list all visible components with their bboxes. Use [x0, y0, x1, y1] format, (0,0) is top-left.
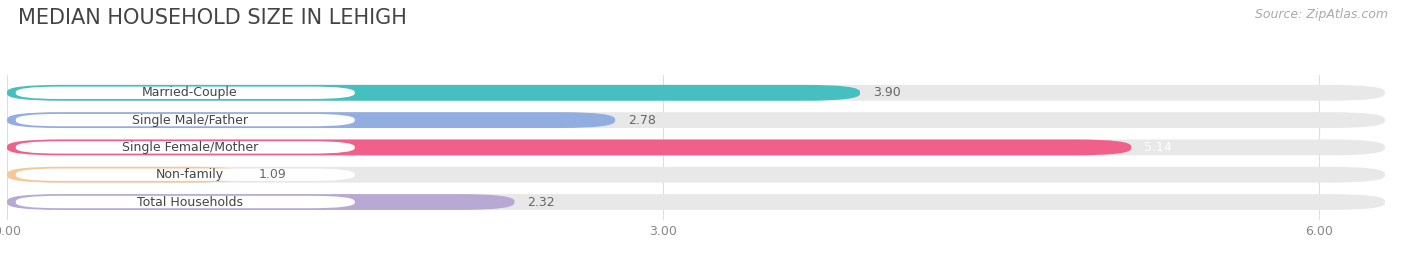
FancyBboxPatch shape — [15, 114, 354, 126]
Text: Total Households: Total Households — [136, 196, 243, 209]
Text: Source: ZipAtlas.com: Source: ZipAtlas.com — [1254, 8, 1388, 21]
Text: 5.14: 5.14 — [1144, 141, 1173, 154]
Text: 2.78: 2.78 — [628, 114, 657, 126]
Text: MEDIAN HOUSEHOLD SIZE IN LEHIGH: MEDIAN HOUSEHOLD SIZE IN LEHIGH — [18, 8, 408, 28]
Text: Married-Couple: Married-Couple — [142, 86, 238, 99]
FancyBboxPatch shape — [7, 139, 1385, 155]
Text: 3.90: 3.90 — [873, 86, 901, 99]
Text: Non-family: Non-family — [156, 168, 224, 181]
FancyBboxPatch shape — [15, 141, 354, 154]
Text: Single Male/Father: Single Male/Father — [132, 114, 247, 126]
FancyBboxPatch shape — [7, 112, 614, 128]
Text: Single Female/Mother: Single Female/Mother — [121, 141, 257, 154]
Text: 2.32: 2.32 — [527, 196, 555, 209]
FancyBboxPatch shape — [7, 194, 515, 210]
Text: 1.09: 1.09 — [259, 168, 287, 181]
FancyBboxPatch shape — [7, 85, 860, 101]
FancyBboxPatch shape — [7, 85, 1385, 101]
FancyBboxPatch shape — [15, 169, 354, 181]
FancyBboxPatch shape — [7, 112, 1385, 128]
FancyBboxPatch shape — [7, 139, 1132, 155]
FancyBboxPatch shape — [15, 87, 354, 99]
FancyBboxPatch shape — [7, 167, 1385, 183]
FancyBboxPatch shape — [7, 194, 1385, 210]
FancyBboxPatch shape — [15, 196, 354, 208]
FancyBboxPatch shape — [7, 167, 246, 183]
